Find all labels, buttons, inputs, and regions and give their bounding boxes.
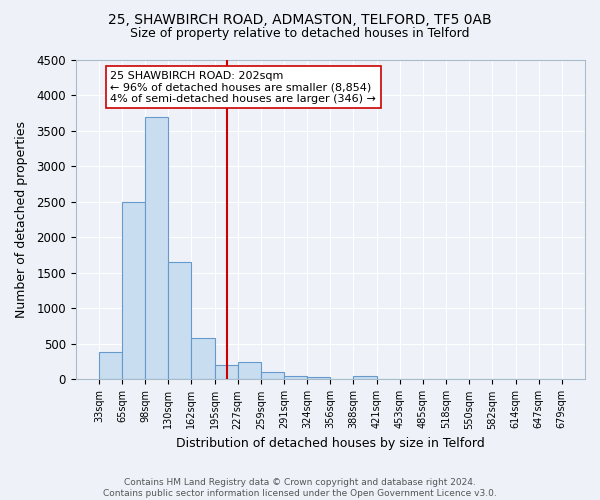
Y-axis label: Number of detached properties: Number of detached properties [15, 121, 28, 318]
Text: Contains HM Land Registry data © Crown copyright and database right 2024.
Contai: Contains HM Land Registry data © Crown c… [103, 478, 497, 498]
Bar [122, 202, 145, 380]
Bar [261, 372, 284, 380]
Bar [307, 376, 331, 380]
Bar [353, 376, 377, 380]
Bar [99, 352, 122, 380]
Text: Size of property relative to detached houses in Telford: Size of property relative to detached ho… [130, 28, 470, 40]
Bar [145, 117, 168, 380]
Bar [238, 362, 261, 380]
X-axis label: Distribution of detached houses by size in Telford: Distribution of detached houses by size … [176, 437, 485, 450]
Bar [284, 376, 307, 380]
Bar [168, 262, 191, 380]
Bar [215, 365, 238, 380]
Text: 25 SHAWBIRCH ROAD: 202sqm
← 96% of detached houses are smaller (8,854)
4% of sem: 25 SHAWBIRCH ROAD: 202sqm ← 96% of detac… [110, 70, 376, 104]
Bar [191, 338, 215, 380]
Text: 25, SHAWBIRCH ROAD, ADMASTON, TELFORD, TF5 0AB: 25, SHAWBIRCH ROAD, ADMASTON, TELFORD, T… [108, 12, 492, 26]
